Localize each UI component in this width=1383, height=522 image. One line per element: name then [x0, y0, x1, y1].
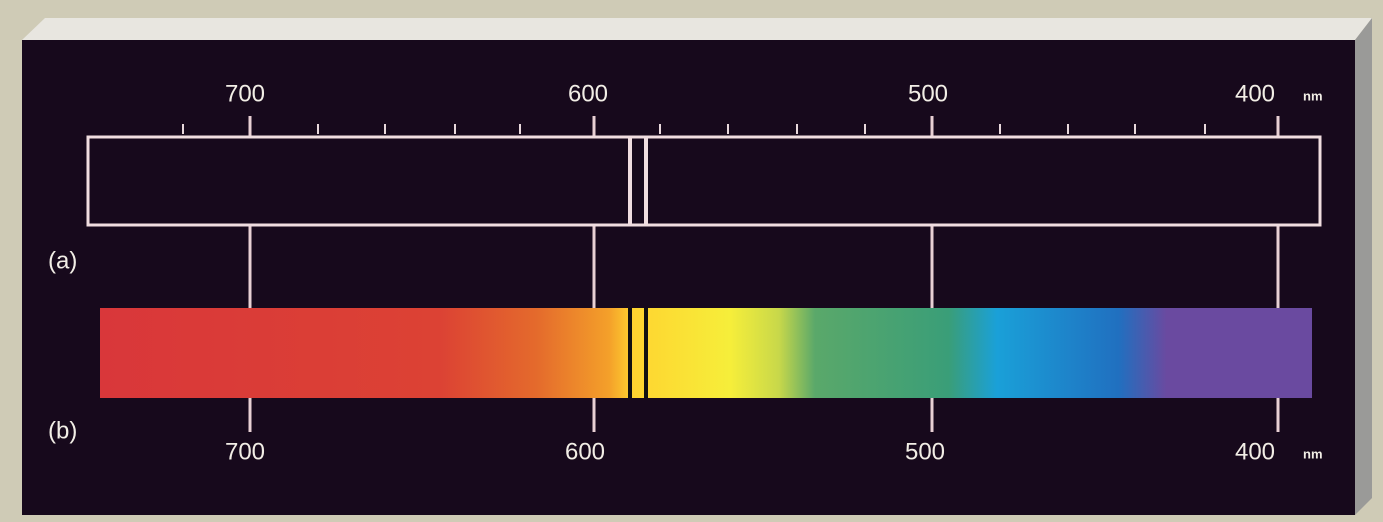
panel-label: (b): [48, 417, 77, 444]
absorption-box: [88, 137, 1320, 225]
scale-label: 700: [225, 80, 265, 107]
box-side: [1355, 18, 1372, 515]
scale-label: 400: [1235, 438, 1275, 465]
diagram: 700 600 500 400 nm 700 600 500 400 nm (a…: [0, 0, 1383, 522]
spectrum: [100, 308, 1312, 398]
scale-label: 500: [905, 438, 945, 465]
unit-label: nm: [1303, 88, 1323, 103]
scale-label: 600: [568, 80, 608, 107]
scale-label: 500: [908, 80, 948, 107]
box-face: [22, 40, 1355, 515]
scale-label: 400: [1235, 80, 1275, 107]
scale-label: 600: [565, 438, 605, 465]
page: 700 600 500 400 nm 700 600 500 400 nm (a…: [0, 0, 1383, 522]
box-top: [22, 18, 1372, 40]
unit-label: nm: [1303, 446, 1323, 461]
panel-label: (a): [48, 247, 77, 274]
scale-label: 700: [225, 438, 265, 465]
